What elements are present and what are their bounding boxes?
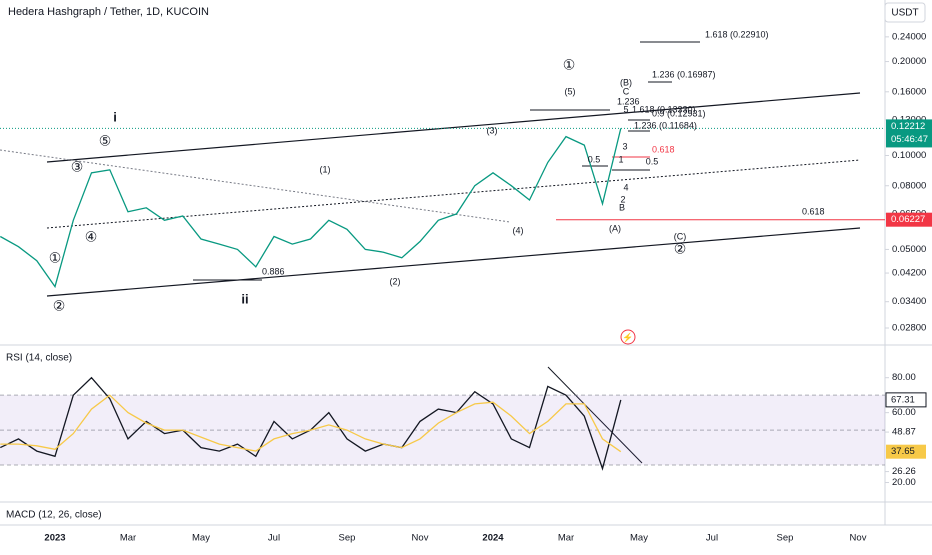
wave-label: 5	[623, 104, 628, 114]
x-tick-label: Sep	[777, 533, 794, 544]
chart-title: Hedera Hashgraph / Tether, 1D, KUCOIN	[8, 6, 209, 18]
wave-label: 0.9 (0.12931)	[652, 108, 706, 118]
x-tick-label: May	[630, 533, 648, 544]
level-badge	[886, 212, 932, 227]
x-tick-label: Sep	[339, 533, 356, 544]
y-tick-label: 0.20000	[892, 56, 926, 67]
series-line	[0, 394, 622, 453]
wave-label: ②	[674, 241, 687, 257]
wave-label: (1)	[320, 164, 331, 174]
wave-label: ii	[241, 291, 248, 306]
wave-label: ②	[53, 298, 66, 314]
wave-label: 0.5	[646, 156, 659, 166]
y-tick-label: 0.04200	[892, 268, 926, 279]
rsi-badge	[885, 392, 927, 408]
wave-label: i	[113, 109, 117, 124]
last-price-badge	[886, 119, 932, 148]
wave-label: 3	[622, 141, 627, 151]
y-tick-label: 0.03400	[892, 296, 926, 307]
wave-label: 4	[623, 182, 628, 192]
y-tick-label: 26.26	[892, 466, 916, 477]
wave-label: 1.618 (0.13330)	[632, 104, 696, 114]
y-tick-label: 0.10000	[892, 150, 926, 161]
wave-label: ①	[563, 57, 576, 73]
wave-label: 1.236 (0.16987)	[652, 69, 716, 79]
pane-title: RSI (14, close)	[6, 353, 72, 364]
wave-label: ⑤	[99, 133, 112, 149]
y-tick-label: 48.87	[892, 427, 916, 438]
y-tick-label: 0.16000	[892, 86, 926, 97]
x-tick-label: Nov	[412, 533, 429, 544]
y-tick-label: 0.02800	[892, 323, 926, 334]
wave-label: (2)	[390, 276, 401, 286]
x-tick-label: Mar	[120, 533, 136, 544]
countdown: 05:46:47	[891, 134, 928, 145]
alert-icon[interactable]	[620, 329, 636, 345]
y-tick-label: 60.00	[892, 407, 916, 418]
wave-label: 0.886	[262, 266, 285, 276]
last-price-value: 0.12212	[891, 121, 925, 132]
wave-label: 0.5	[588, 154, 601, 164]
wave-label: 0.618	[652, 144, 675, 154]
wave-label: (B)	[620, 77, 632, 87]
x-tick-label: 2024	[482, 533, 504, 544]
wave-label: (C)	[674, 231, 687, 241]
wave-label: (4)	[513, 225, 524, 235]
rsi-badge	[886, 444, 926, 459]
wave-label: ①	[49, 250, 62, 266]
series-line	[0, 128, 622, 289]
y-tick-label: 0.08000	[892, 180, 926, 191]
x-tick-label: Mar	[558, 533, 574, 544]
x-tick-label: Nov	[850, 533, 867, 544]
x-tick-label: May	[192, 533, 210, 544]
wave-label: (3)	[487, 125, 498, 135]
wave-label: 1.618 (0.22910)	[705, 29, 769, 39]
wave-label: (5)	[565, 86, 576, 96]
wave-label: 1	[618, 154, 623, 164]
wave-label: ④	[85, 229, 98, 245]
y-tick-label: 0.05000	[892, 244, 926, 255]
wave-label: 2	[620, 194, 625, 204]
wave-label: 0.618	[802, 206, 825, 216]
x-tick-label: Jul	[268, 533, 280, 544]
wave-label: C	[623, 86, 630, 96]
pane-title: MACD (12, 26, close)	[6, 510, 102, 521]
wave-label: 1.236 (0.11684)	[634, 120, 697, 130]
x-tick-label: Jul	[706, 533, 718, 544]
x-tick-label: 2023	[44, 533, 65, 544]
rsi-last-value: 67.31	[891, 394, 915, 405]
channel-lines	[0, 41, 861, 464]
y-tick-label: 20.00	[892, 477, 916, 488]
rsi-last-value: 37.65	[891, 446, 915, 457]
y-tick-label: 80.00	[892, 372, 916, 383]
y-tick-label: 0.24000	[892, 31, 926, 42]
level-value: 0.06227	[891, 214, 925, 225]
wave-label: 1.236	[617, 96, 640, 106]
wave-label: B	[619, 202, 625, 212]
wave-label: (A)	[609, 223, 621, 233]
currency[interactable]: USDT	[891, 8, 918, 19]
alert-icon-glyph[interactable]: ⚡	[622, 331, 633, 343]
wave-label: ③	[71, 159, 84, 175]
